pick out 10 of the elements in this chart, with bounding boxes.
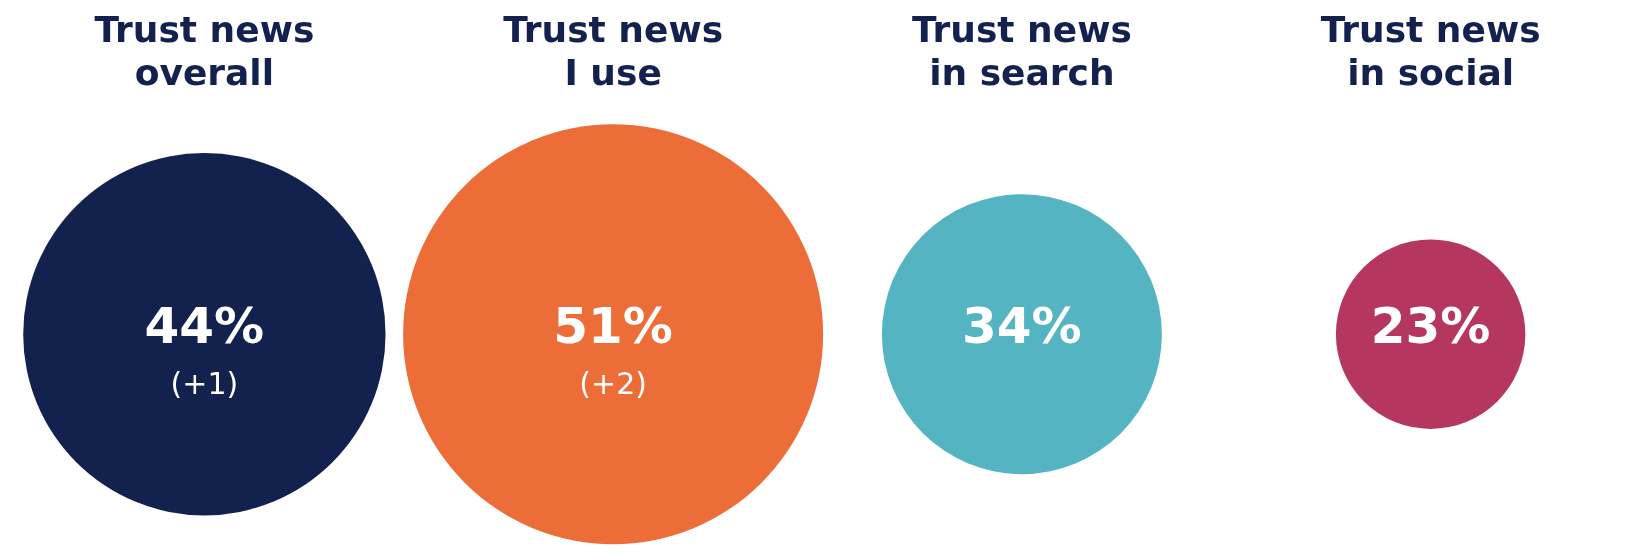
data-label: 51% xyxy=(553,297,673,356)
text: (+2) xyxy=(579,366,647,401)
data-label: 34% xyxy=(962,297,1082,356)
text: (+1) xyxy=(170,366,239,401)
category-label: Trust news overall xyxy=(94,8,315,94)
category-label: Trust news in social xyxy=(1320,8,1541,94)
data-label: 23% xyxy=(1370,297,1491,356)
data-label: 44% xyxy=(144,297,265,356)
category-label: Trust news I use xyxy=(503,8,724,94)
category-label: Trust news in search xyxy=(911,8,1132,94)
